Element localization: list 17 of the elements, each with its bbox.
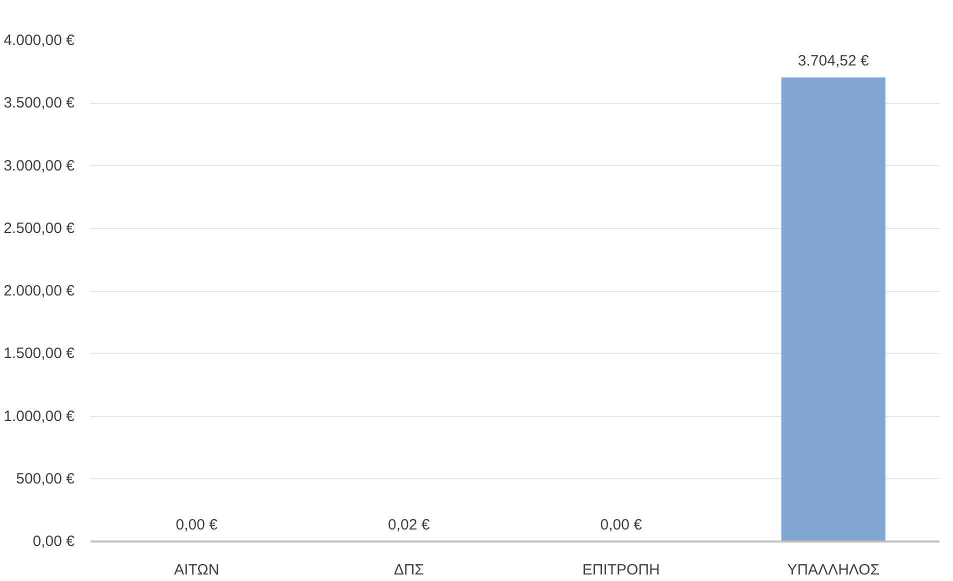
x-tick-label: ΥΠΑΛΛΗΛΟΣ [787,562,880,578]
x-tick-label: ΑΙΤΩΝ [174,562,220,578]
data-label: 0,00 € [176,516,218,534]
y-tick-label: 0,00 € [32,533,76,550]
data-label: 3.704,52 € [798,52,870,70]
y-tick-label: 3.500,00 € [4,94,76,112]
y-tick-label: 500,00 € [16,470,76,488]
y-tick-label: 2.500,00 € [4,220,76,237]
data-label: 0,00 € [600,516,643,534]
y-tick-label: 3.000,00 € [4,157,76,174]
y-tick-label: 1.000,00 € [4,408,76,425]
y-tick-label: 4.000,00 € [4,32,76,49]
x-tick-label: ΕΠΙΤΡΟΠΗ [582,562,660,578]
x-tick-label: ΔΠΣ [394,562,424,578]
data-label: 0,02 € [388,516,430,534]
y-tick-label: 1.500,00 € [4,345,76,362]
y-tick-label: 2.000,00 € [4,282,76,300]
